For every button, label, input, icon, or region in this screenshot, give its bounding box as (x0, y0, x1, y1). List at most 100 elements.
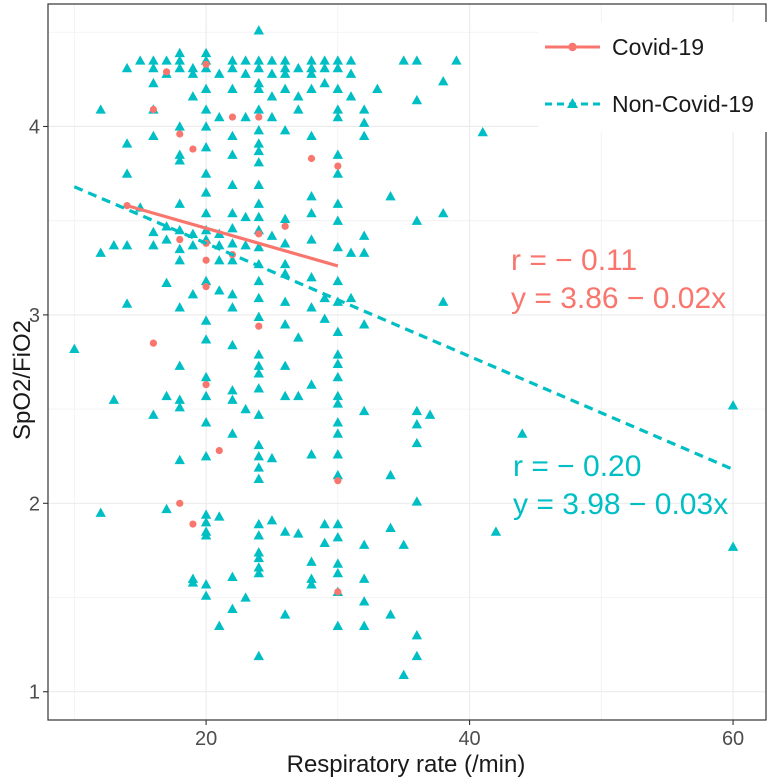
x-axis-title: Respiratory rate (/min) (287, 751, 526, 778)
noncovid-point (279, 319, 291, 329)
noncovid-point (332, 275, 344, 286)
noncovid-point (279, 213, 291, 223)
noncovid-point (306, 579, 317, 589)
noncovid-point (174, 243, 185, 254)
noncovid-point (187, 68, 199, 78)
noncovid-point (332, 469, 344, 480)
y-tick-label: 4 (29, 116, 40, 138)
noncovid-point (372, 83, 383, 93)
y-axis: 1 2 3 4 (29, 116, 48, 704)
noncovid-point (240, 211, 251, 222)
noncovid-point (135, 55, 146, 65)
noncovid-point (227, 302, 238, 312)
noncovid-point (411, 496, 423, 506)
noncovid-point (266, 230, 278, 240)
noncovid-point (332, 215, 344, 225)
noncovid-point (200, 187, 212, 197)
covid-point (149, 339, 157, 347)
noncovid-point (319, 55, 330, 65)
noncovid-point (266, 452, 278, 463)
covid-point (162, 68, 171, 76)
covid-points (123, 60, 342, 596)
covid-point (255, 322, 263, 330)
noncovid-point (253, 157, 264, 167)
noncovid-point (227, 385, 238, 395)
y-tick-label: 1 (29, 682, 40, 704)
noncovid-point (200, 390, 212, 401)
noncovid-point (411, 437, 423, 448)
noncovid-point (345, 55, 357, 65)
noncovid-point (306, 62, 317, 73)
noncovid-point (332, 326, 344, 337)
noncovid-point (727, 541, 739, 551)
noncovid-point (121, 298, 133, 308)
covid-fit-line (126, 204, 339, 268)
noncovid-point (253, 292, 264, 303)
noncovid-point (174, 47, 185, 58)
y-axis-title: SpO2/FiO2 (9, 320, 36, 440)
noncovid-point (253, 25, 264, 35)
covid-point (202, 60, 210, 68)
panel-border (47, 3, 767, 721)
noncovid-point (477, 126, 488, 137)
noncovid-point (253, 462, 264, 472)
noncovid-point (332, 620, 344, 630)
x-tick-label: 20 (195, 728, 217, 750)
covid-point (149, 105, 157, 114)
covid-point (189, 520, 197, 528)
noncovid-point (727, 400, 739, 410)
noncovid-point (385, 469, 396, 480)
noncovid-point (279, 83, 291, 93)
noncovid-point (306, 449, 317, 459)
noncovid-point (174, 155, 185, 165)
noncovid-point (214, 285, 225, 295)
noncovid-point (332, 358, 344, 369)
noncovid-point (358, 104, 370, 114)
legend: Covid-19 Non-Covid-19 (538, 22, 770, 132)
noncovid-point (187, 62, 199, 73)
noncovid-point (187, 577, 199, 587)
noncovid-point (148, 130, 159, 141)
noncovid-point (358, 117, 370, 127)
noncovid-point (253, 451, 264, 461)
noncovid-point (174, 55, 185, 65)
noncovid-point (240, 403, 251, 414)
noncovid-point (306, 83, 317, 93)
legend-background (538, 22, 770, 132)
noncovid-point (253, 650, 264, 661)
noncovid-point (240, 592, 251, 602)
noncovid-point (214, 111, 225, 122)
noncovid-point (253, 562, 264, 572)
noncovid-point (253, 383, 264, 393)
noncovid-point (148, 409, 159, 419)
noncovid-point (253, 104, 264, 114)
noncovid-point (253, 368, 264, 378)
noncovid-point (108, 394, 120, 404)
noncovid-point (200, 516, 212, 527)
noncovid-point (174, 255, 185, 265)
noncovid-point (200, 315, 212, 325)
noncovid-point (293, 528, 304, 538)
noncovid-point (332, 83, 344, 93)
noncovid-point (187, 288, 199, 299)
noncovid-point (345, 91, 357, 101)
noncovid-point (411, 405, 423, 416)
covid-point (202, 283, 210, 291)
noncovid-point (398, 669, 409, 679)
covid-point (334, 162, 342, 170)
noncovid-point (121, 138, 133, 148)
annotations: r = − 0.11 y = 3.86 − 0.02x r = − 0.20 y… (511, 244, 728, 521)
noncovid-point (253, 241, 264, 252)
noncovid-point (161, 234, 172, 244)
noncovid-point (240, 239, 251, 250)
noncovid-point (121, 62, 133, 73)
noncovid-point (332, 149, 344, 159)
noncovid-point (266, 55, 278, 65)
covid-point (202, 381, 210, 389)
noncovid-point (200, 530, 212, 540)
noncovid-point (161, 503, 172, 514)
noncovid-point (398, 539, 409, 549)
noncovid-point (253, 138, 264, 148)
noncovid-point (279, 296, 291, 306)
noncovid-point (279, 258, 291, 269)
